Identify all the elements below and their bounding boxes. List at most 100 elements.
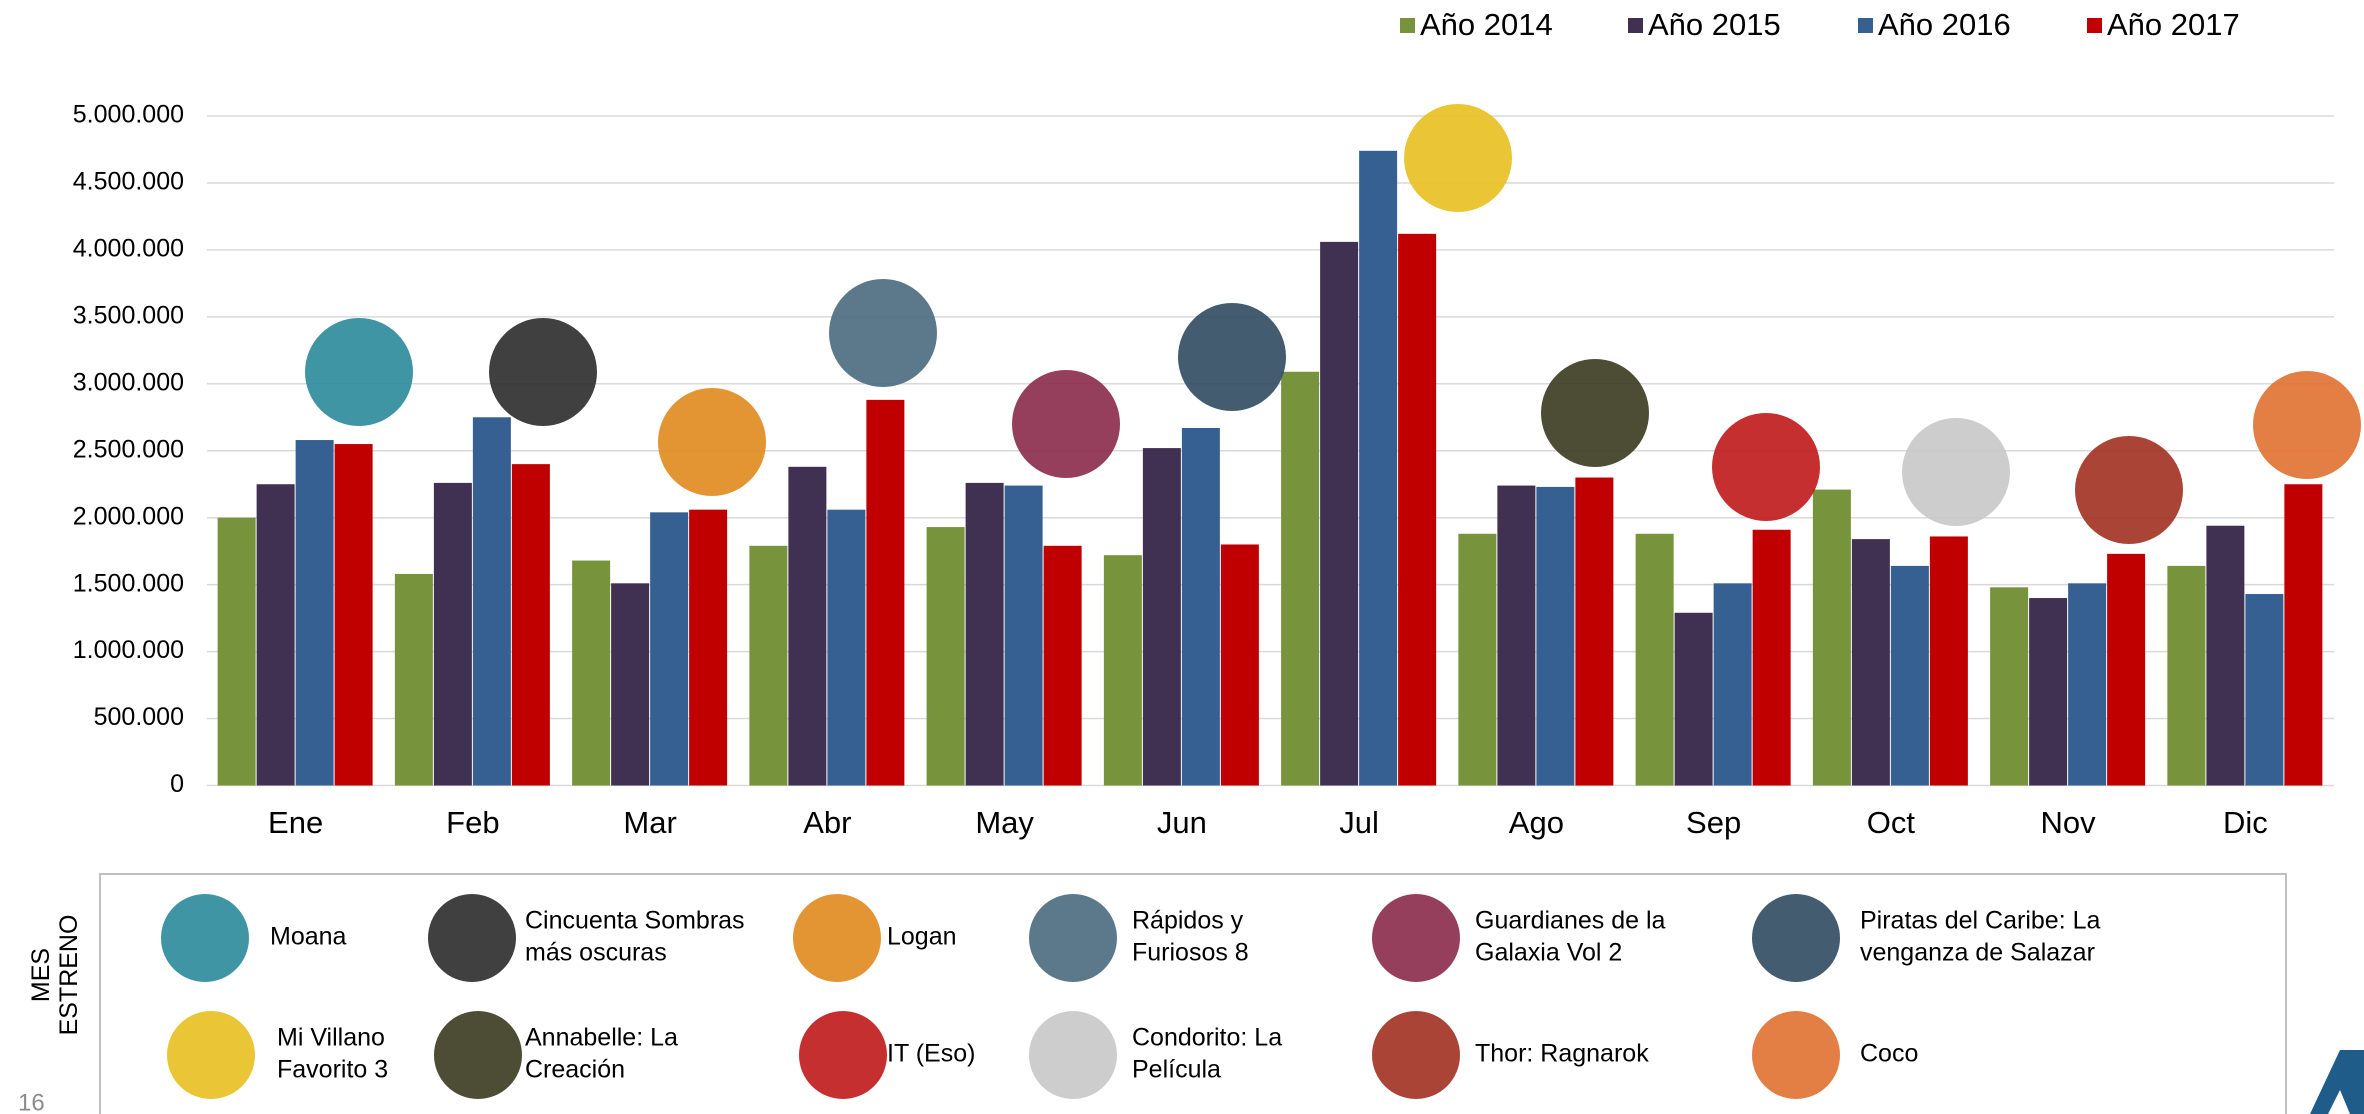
film-title: más oscuras	[525, 939, 667, 967]
logo	[2310, 1050, 2364, 1114]
film-icon	[793, 894, 881, 982]
bar	[2167, 566, 2205, 786]
bar	[1497, 486, 1535, 786]
y-tick-label: 3.500.000	[73, 301, 184, 329]
poster-icon	[1404, 104, 1512, 212]
film-title: Piratas del Caribe: La	[1860, 907, 2101, 935]
film-icon	[1752, 1011, 1840, 1099]
legend-label: Año 2014	[1420, 7, 1553, 42]
film-icon	[434, 1011, 522, 1099]
film-title: Mi Villano	[277, 1024, 385, 1052]
bar	[257, 484, 295, 785]
bar	[218, 518, 256, 786]
film-icon	[799, 1011, 887, 1099]
poster-icon	[829, 279, 937, 387]
film-title: Cincuenta Sombras	[525, 907, 745, 935]
panel-label-line: MES	[27, 948, 55, 1002]
panel-label-line: ESTRENO	[55, 915, 83, 1036]
bar	[1143, 448, 1181, 785]
film-title: Rápidos y	[1132, 907, 1244, 935]
bar	[1575, 478, 1613, 786]
bar	[2245, 594, 2283, 785]
film-title: Condorito: La	[1132, 1024, 1282, 1052]
bar	[1398, 234, 1436, 786]
y-tick-label: 4.500.000	[73, 168, 184, 196]
film-icon	[1029, 1011, 1117, 1099]
poster-icon	[305, 318, 413, 426]
bar	[1281, 372, 1319, 786]
x-tick-label: Sep	[1686, 805, 1741, 840]
legend-label: Año 2015	[1648, 7, 1781, 42]
bar	[2029, 598, 2067, 785]
x-tick-label: Jun	[1157, 805, 1207, 840]
legend-swatch	[2087, 18, 2102, 33]
film-title: Logan	[887, 923, 957, 951]
bar	[1182, 428, 1220, 786]
y-tick-label: 4.000.000	[73, 235, 184, 263]
y-tick-label: 2.500.000	[73, 435, 184, 463]
y-tick-label: 2.000.000	[73, 502, 184, 530]
bar	[2206, 526, 2244, 786]
bar	[788, 467, 826, 786]
film-title: Creación	[525, 1056, 625, 1084]
bar	[1990, 587, 2028, 785]
bar	[611, 583, 649, 785]
film-title: Annabelle: La	[525, 1024, 678, 1052]
x-tick-label: Abr	[803, 805, 851, 840]
bar	[1852, 539, 1890, 785]
poster-icon	[489, 318, 597, 426]
bar	[966, 483, 1004, 786]
bar	[1636, 534, 1674, 786]
x-tick-label: Mar	[623, 805, 676, 840]
bar	[1044, 546, 1082, 786]
bar	[395, 574, 433, 786]
x-tick-label: Jul	[1339, 805, 1379, 840]
film-title: Favorito 3	[277, 1056, 388, 1084]
film-icon	[1372, 894, 1460, 982]
legend-swatch	[1400, 18, 1415, 33]
film-icon	[1372, 1011, 1460, 1099]
slide: 16 0500.0001.000.0001.500.0002.000.0002.…	[0, 0, 2364, 1114]
legend-label: Año 2017	[2107, 7, 2240, 42]
film-title: IT (Eso)	[887, 1040, 975, 1068]
bar	[2107, 554, 2145, 786]
bar	[650, 512, 688, 785]
legend-swatch	[1858, 18, 1873, 33]
y-tick-label: 0	[170, 770, 184, 798]
film-title: Furiosos 8	[1132, 939, 1249, 967]
bar	[296, 440, 334, 785]
y-tick-label: 3.000.000	[73, 368, 184, 396]
film-title: Thor: Ragnarok	[1475, 1040, 1649, 1068]
poster-icon	[1012, 370, 1120, 478]
bar	[335, 444, 373, 785]
bar	[1813, 490, 1851, 786]
x-tick-label: Nov	[2041, 805, 2097, 840]
bar	[434, 483, 472, 786]
film-icon	[1752, 894, 1840, 982]
bar	[1753, 530, 1791, 786]
bar	[1675, 613, 1713, 786]
bar	[1104, 555, 1142, 785]
bar	[512, 464, 550, 785]
bar	[572, 561, 610, 786]
x-tick-label: Oct	[1867, 805, 1916, 840]
y-tick-label: 5.000.000	[73, 101, 184, 129]
poster-icon	[658, 388, 766, 496]
bar	[689, 510, 727, 786]
film-title: Galaxia Vol 2	[1475, 939, 1622, 967]
film-title: Guardianes de la	[1475, 907, 1666, 935]
legend-label: Año 2016	[1878, 7, 2011, 42]
y-tick-label: 1.500.000	[73, 569, 184, 597]
bar	[1320, 242, 1358, 786]
bar	[2068, 583, 2106, 785]
bar	[1891, 566, 1929, 786]
x-tick-label: May	[975, 805, 1034, 840]
poster-icon	[1712, 413, 1820, 521]
bar	[1005, 486, 1043, 786]
bar	[1536, 487, 1574, 786]
bar	[827, 510, 865, 786]
film-title: venganza de Salazar	[1860, 939, 2095, 967]
y-tick-label: 500.000	[94, 703, 184, 731]
bar	[1714, 583, 1752, 785]
x-tick-label: Ene	[268, 805, 323, 840]
